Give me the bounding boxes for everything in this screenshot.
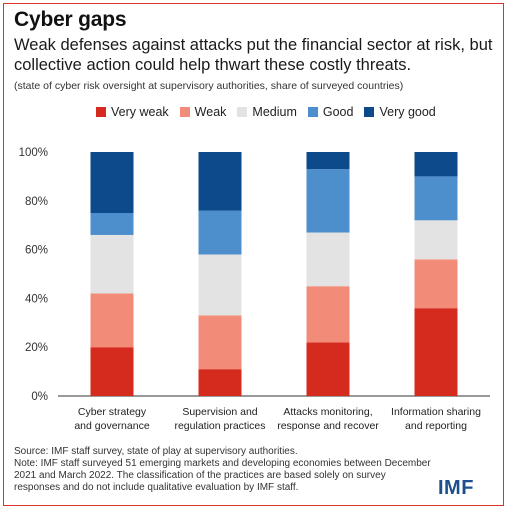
x-category-label: and governance (74, 420, 149, 432)
footnote-text: Note: IMF staff surveyed 51 emerging mar… (14, 458, 431, 493)
legend-label: Weak (194, 105, 227, 119)
bar-segment-weak (306, 286, 350, 343)
y-tick-label: 0% (31, 391, 48, 403)
legend-swatch (364, 107, 375, 117)
legend-item-very-weak: Very weak (96, 105, 169, 119)
x-category-label: Attacks monitoring, (283, 406, 372, 418)
x-category-label: Information sharing (391, 406, 481, 418)
bar-segment-very-weak (414, 308, 458, 396)
y-tick-label: 80% (25, 196, 48, 208)
chart-legend: Very weak Weak Medium Good Very good (96, 105, 447, 119)
bar-segment-very-weak (198, 369, 242, 396)
chart-title: Cyber gaps (14, 8, 127, 31)
legend-label: Medium (252, 105, 297, 119)
bar-segment-very-good (414, 152, 458, 177)
bar-segment-medium (198, 254, 242, 316)
x-category-label: response and recover (277, 420, 379, 432)
y-tick-label: 60% (25, 245, 48, 257)
chart-note: (state of cyber risk oversight at superv… (14, 80, 404, 92)
bar-segment-very-good (306, 152, 350, 170)
bar-segment-good (90, 213, 134, 235)
legend-swatch (96, 107, 106, 117)
x-category-label: Cyber strategy (78, 406, 147, 418)
x-category-label: regulation practices (174, 420, 265, 432)
legend-item-very-good: Very good (364, 105, 436, 119)
x-category-label: Supervision and (182, 406, 257, 418)
bar-segment-weak (198, 315, 242, 370)
bar-segment-very-weak (306, 342, 350, 396)
bar-segment-good (198, 210, 242, 255)
y-tick-label: 20% (25, 342, 48, 354)
legend-label: Very good (379, 105, 436, 119)
bar-segment-weak (414, 259, 458, 309)
legend-label: Very weak (111, 105, 169, 119)
chart-subtitle: Weak defenses against attacks put the fi… (14, 36, 493, 74)
bar-segment-very-good (198, 152, 242, 211)
imf-logo: IMF (438, 477, 474, 499)
bar-segment-medium (306, 232, 350, 287)
bar-segment-good (306, 169, 350, 233)
x-category-label: and reporting (405, 420, 467, 432)
bar-segment-very-good (90, 152, 134, 213)
legend-item-weak: Weak (179, 105, 227, 119)
legend-swatch (307, 107, 318, 117)
bar-segment-very-weak (90, 347, 134, 396)
legend-item-medium: Medium (237, 105, 297, 119)
bar-segment-medium (414, 220, 458, 260)
legend-item-good: Good (307, 105, 354, 119)
legend-swatch (179, 107, 190, 117)
y-tick-label: 40% (25, 293, 48, 305)
bar-segment-medium (90, 234, 134, 294)
legend-label: Good (322, 105, 354, 119)
bar-segment-good (414, 176, 458, 221)
source-text: Source: IMF staff survey, state of play … (14, 446, 298, 457)
chart-footer: Source: IMF staff survey, state of play … (14, 446, 434, 494)
legend-swatch (237, 107, 248, 117)
bar-segment-weak (90, 293, 134, 348)
y-tick-label: 100% (19, 147, 48, 159)
